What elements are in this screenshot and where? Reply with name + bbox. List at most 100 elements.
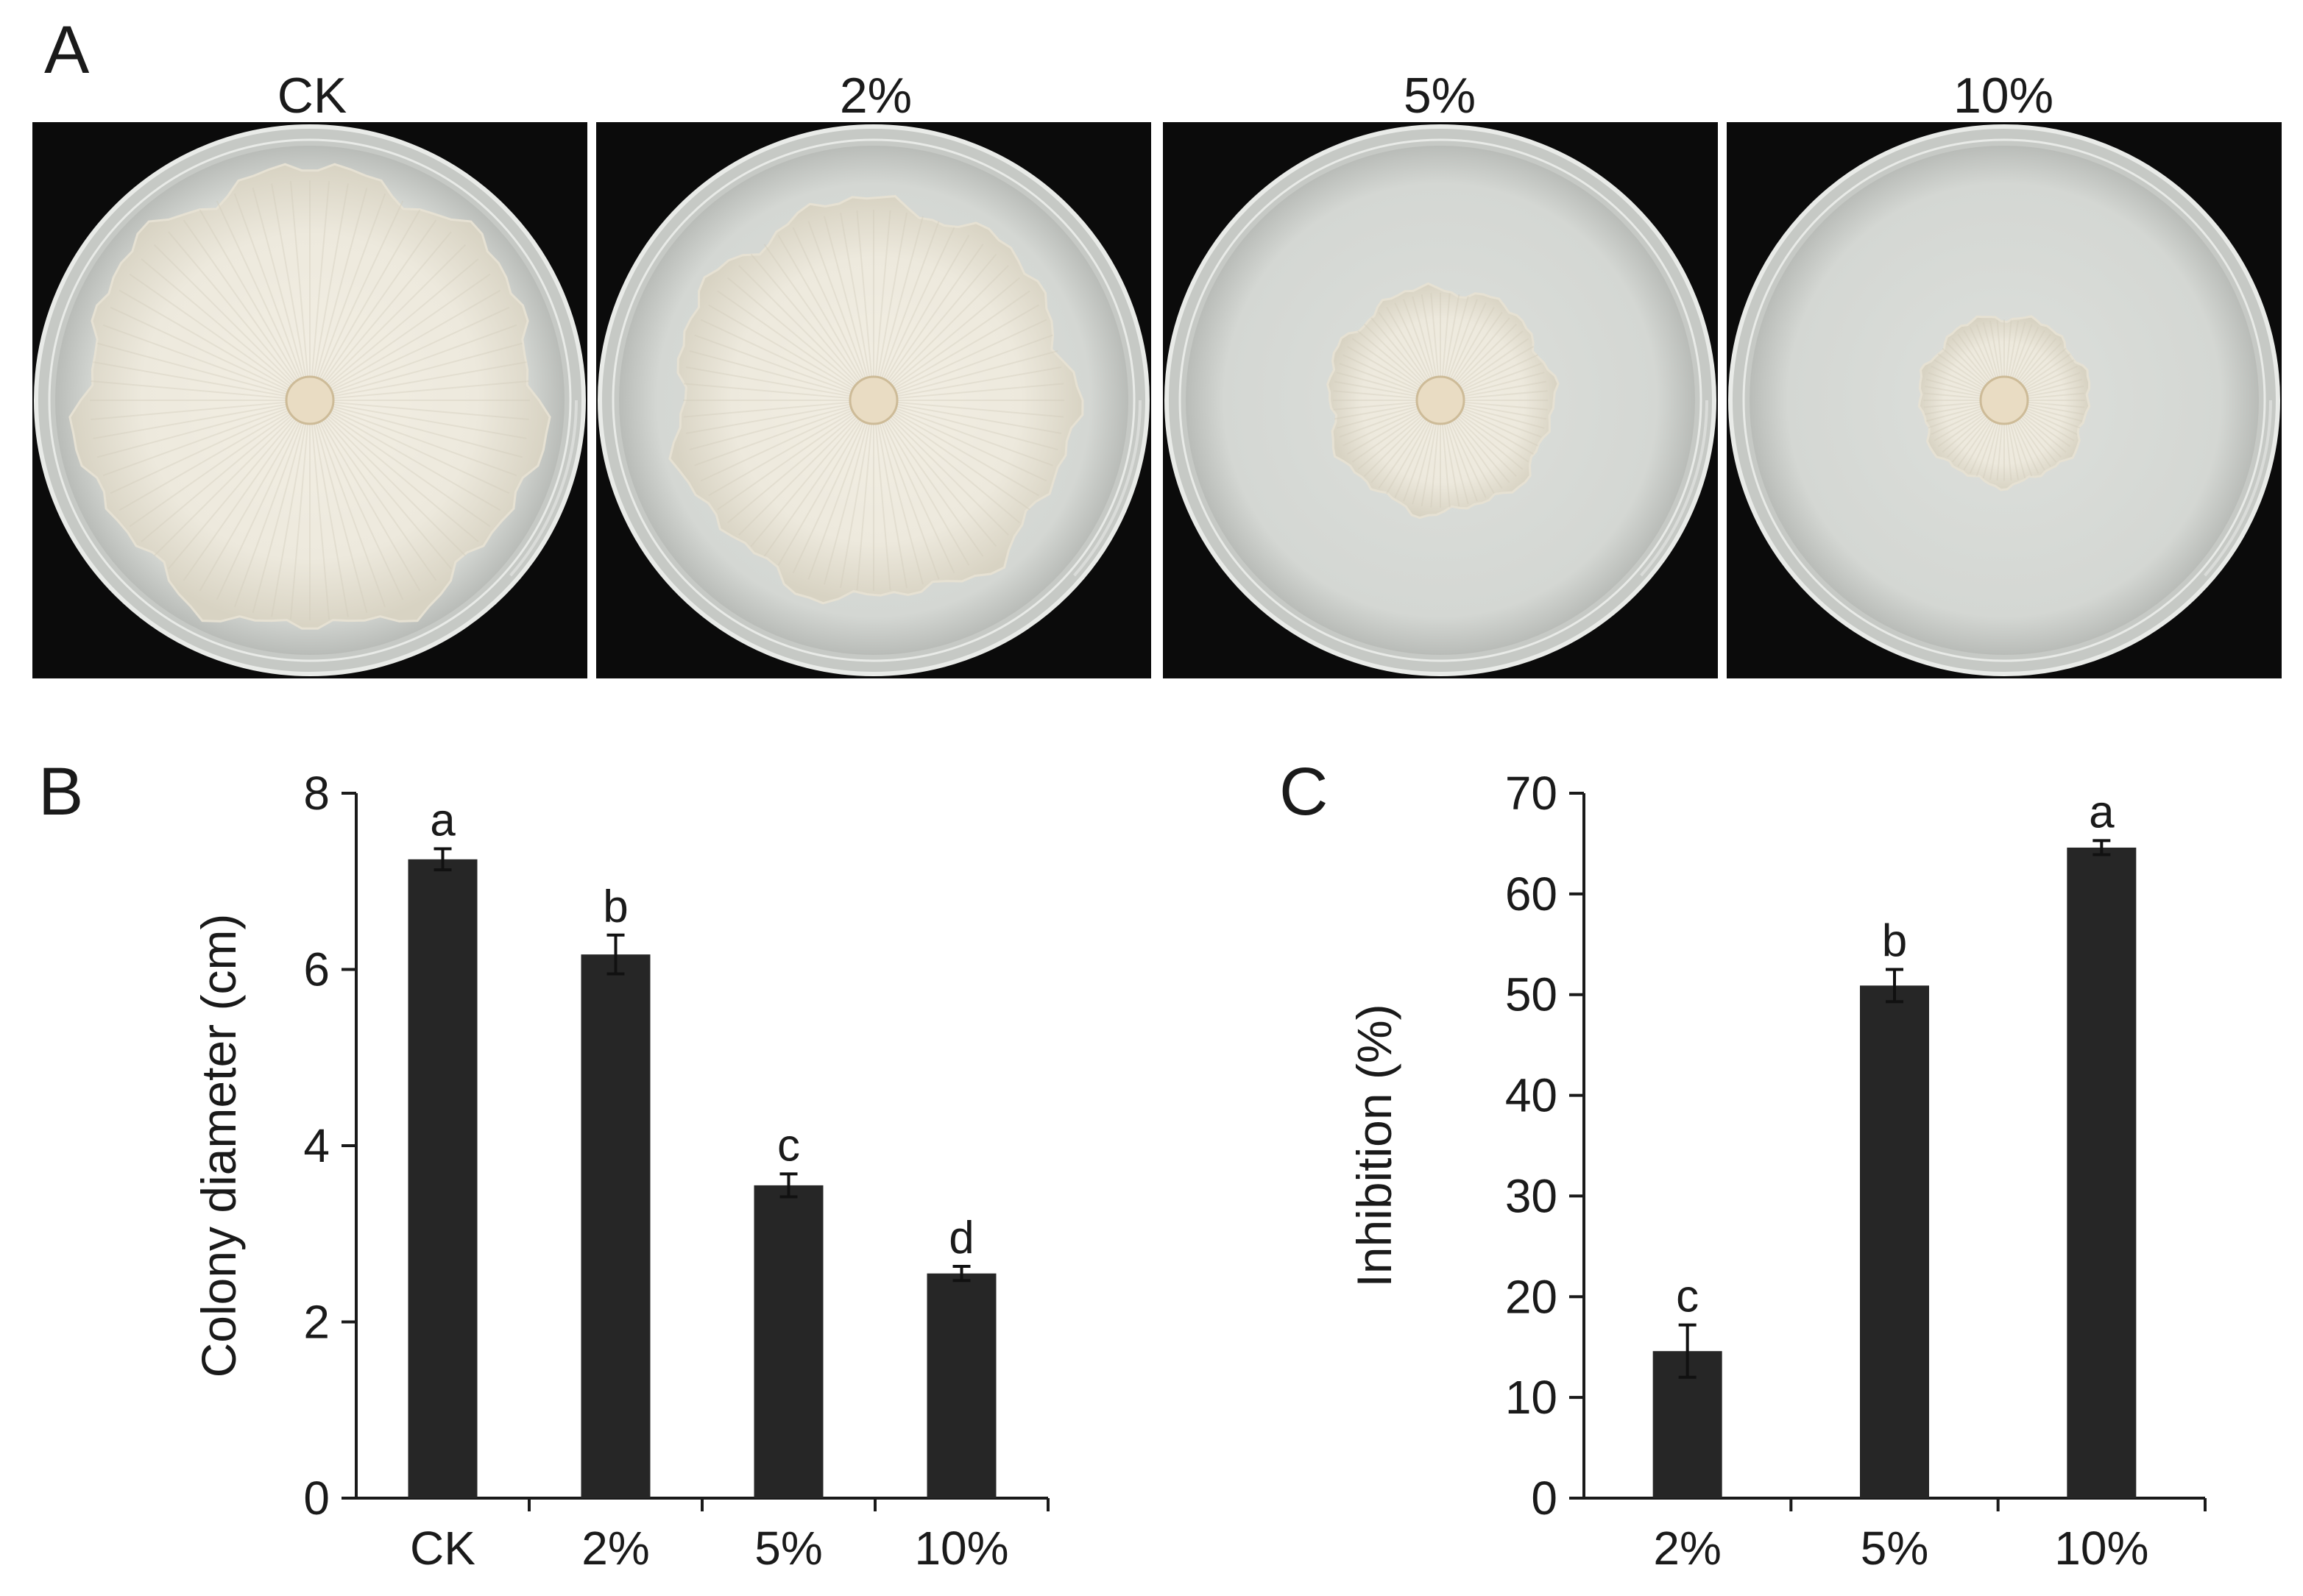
hypha-streak xyxy=(2012,327,2040,381)
hypha-streak xyxy=(1445,421,1469,505)
hypha-streak xyxy=(1462,380,1547,397)
hypha-streak xyxy=(1946,342,1989,386)
hypha-streak xyxy=(1975,420,1998,477)
hypha-streak xyxy=(895,366,1062,397)
hypha-streak xyxy=(2014,330,2045,382)
hypha-streak xyxy=(717,290,856,389)
colony-bar-0 xyxy=(408,859,478,1498)
hypha-streak xyxy=(199,209,300,382)
hypha-streak xyxy=(153,244,295,386)
hypha-streak xyxy=(93,403,289,439)
hypha-streak xyxy=(1412,296,1436,380)
hypha-streak xyxy=(2024,372,2081,394)
hypha-streak xyxy=(331,403,527,439)
hypha-streak xyxy=(2011,420,2033,477)
hypha-streak xyxy=(2023,359,2075,390)
hypha-streak xyxy=(1394,302,1432,381)
y-axis-label: Inhibition (%) xyxy=(1347,1004,1401,1287)
hypha-streak xyxy=(1342,354,1421,392)
hypha-streak xyxy=(1925,405,1984,422)
hypha-streak xyxy=(1963,330,1994,382)
hypha-streak xyxy=(330,405,523,458)
hypha-streak xyxy=(823,216,869,380)
hypha-streak xyxy=(885,244,984,383)
petri-dish-photo-2pct xyxy=(596,122,1151,678)
hypha-streak xyxy=(314,421,368,614)
dish-inner-rim xyxy=(48,138,572,662)
dish-glare xyxy=(606,132,1142,668)
hypha-streak xyxy=(894,407,1053,467)
hypha-streak xyxy=(891,412,1030,511)
hypha-streak xyxy=(1443,422,1460,507)
hypha-streak xyxy=(325,415,467,557)
hypha-streak xyxy=(2025,378,2083,396)
hypha-streak xyxy=(877,422,908,589)
hypha-streak xyxy=(118,289,291,390)
hypha-streak xyxy=(129,273,292,389)
hypha-streak xyxy=(328,411,501,511)
hypha-streak xyxy=(289,181,309,379)
hypha-streak xyxy=(1928,372,1984,394)
hypha-streak xyxy=(880,420,940,580)
hypha-streak xyxy=(311,422,330,620)
hypha-streak xyxy=(1363,415,1426,478)
hypha-streak xyxy=(891,290,1030,389)
hypha-streak xyxy=(1996,422,2003,481)
hypha-streak xyxy=(2023,411,2075,441)
y-tick-label: 2 xyxy=(303,1296,330,1349)
significance-label: a xyxy=(430,795,456,845)
x-tick-label: 2% xyxy=(1653,1522,1722,1575)
hypha-streak xyxy=(1333,390,1419,400)
hypha-streak xyxy=(893,319,1047,392)
hypha-streak xyxy=(1447,420,1478,502)
hypha-streak xyxy=(2020,414,2067,453)
hypha-streak xyxy=(330,324,517,394)
x-tick-label: 10% xyxy=(2054,1522,2148,1575)
hypha-streak xyxy=(2005,319,2012,379)
hypha-streak xyxy=(1457,414,1524,470)
hypha-streak xyxy=(328,412,491,528)
hypha-streak xyxy=(1460,408,1538,447)
hypha-streak xyxy=(91,401,289,421)
hypha-streak xyxy=(807,221,867,380)
y-tick-label: 0 xyxy=(1531,1472,1557,1525)
significance-label: b xyxy=(1882,916,1907,967)
hypha-streak xyxy=(807,420,867,580)
x-tick-label: 10% xyxy=(914,1522,1008,1575)
y-tick-label: 4 xyxy=(303,1119,330,1172)
hypha-streak xyxy=(1357,414,1424,470)
hypha-streak xyxy=(322,418,437,581)
hypha-streak xyxy=(102,407,290,477)
hypha-streak xyxy=(738,415,859,536)
hypha-streak xyxy=(183,219,298,383)
hypha-streak xyxy=(2020,347,2067,387)
hypha-streak xyxy=(882,227,955,381)
x-tick-label: 5% xyxy=(1861,1522,1929,1575)
hypha-streak xyxy=(884,235,970,382)
hypha-streak xyxy=(1989,422,2001,480)
hypha-streak xyxy=(1982,421,2000,479)
hypha-streak xyxy=(1378,418,1429,489)
panel-b-letter: B xyxy=(38,754,84,829)
hypha-streak xyxy=(118,411,291,511)
hypha-streak xyxy=(708,411,855,497)
hypha-streak xyxy=(110,306,291,392)
hypha-streak xyxy=(168,416,297,570)
hypha-streak xyxy=(874,210,891,379)
hypha-streak xyxy=(1386,306,1430,382)
hypha-streak xyxy=(887,416,997,547)
hypha-streak xyxy=(2016,333,2051,383)
significance-label: c xyxy=(1676,1272,1699,1322)
hypha-streak xyxy=(887,253,997,384)
hypha-streak xyxy=(1457,330,1524,387)
hypha-streak xyxy=(129,412,292,528)
hypha-streak xyxy=(153,415,295,557)
hypha-streak xyxy=(2016,418,2051,467)
hypha-streak xyxy=(1942,347,1988,387)
hypha-streak xyxy=(216,200,302,381)
petri-dish-photo-10pct xyxy=(1727,122,2282,678)
colony-diameter-chart: 0 2 4 6 8 a CK b 2% c 5% d 10% Colony diameter (cm) xyxy=(191,767,1050,1575)
hypha-streak xyxy=(96,342,289,396)
hypha-streak xyxy=(683,401,852,418)
inoculum-plug xyxy=(1415,375,1465,425)
